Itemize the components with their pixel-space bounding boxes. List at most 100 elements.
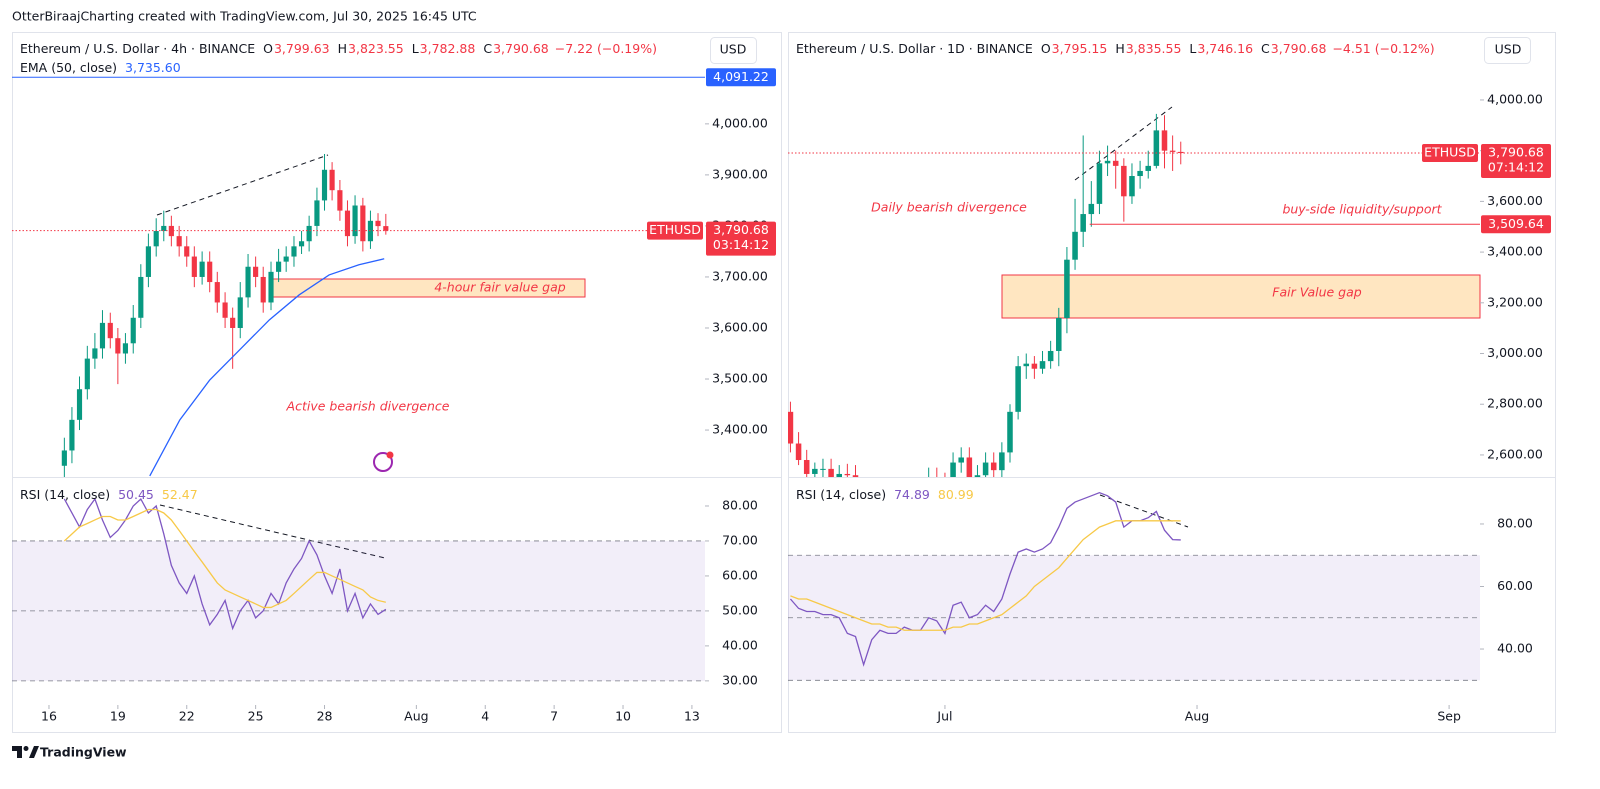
ohlc-value: 3,790.68 [1271,41,1327,56]
candle-body [1064,259,1070,319]
candle-body [306,225,312,242]
annotation: buy-side liquidity/support [1282,202,1442,217]
ohlc-key: L [1189,41,1196,56]
candle-body [230,317,236,328]
candle-body [375,220,381,227]
ohlc-key: O [1041,41,1051,56]
candle-body [314,200,320,226]
candle-body [268,271,274,303]
candle-body [214,282,220,303]
candle-body [950,462,956,477]
candle-body [1039,361,1046,369]
candle-body [283,256,289,262]
ohlc-key: L [412,41,419,56]
candle-body [107,322,113,339]
candle-body [184,246,190,257]
candle-body [337,190,343,211]
candle-body [803,460,810,474]
y-tick-label: 40.00 [722,637,758,652]
candle-body [795,443,802,461]
price-pane: Ethereum / U.S. Dollar · 1D · BINANCE O3,… [788,41,1551,724]
ohlc-key: H [338,41,347,56]
plot-area [788,113,1184,477]
candle-body [999,452,1005,471]
symbol-tag-label: ETHUSD [649,222,701,237]
rsi-plot [789,491,1181,667]
countdown: 07:14:12 [1488,160,1544,175]
annotation: Fair Value gap [1272,285,1362,300]
candle-body [130,317,136,344]
price-tag [1481,215,1551,234]
icon-dot [386,451,394,459]
price-tag-label: 3,509.64 [1488,216,1544,231]
candle-body [852,475,859,477]
candle-body [1056,318,1062,351]
rsi-value: 52.47 [162,487,198,502]
currency-button[interactable] [1484,37,1531,64]
ema-line [149,258,385,477]
candle-body [1007,411,1013,453]
candle-body [329,169,335,191]
header: OtterBiraajCharting created with Trading… [12,9,477,24]
ohlc-value: 3,795.15 [1052,41,1108,56]
y-tick-label: 50.00 [722,602,758,617]
candle-body [820,468,826,470]
ohlc-key: H [1115,41,1124,56]
candle-body [1112,160,1119,166]
candle-body [1023,363,1030,367]
rsi-name: RSI (14, close) [20,487,110,502]
x-tick-label: 25 [248,709,264,724]
candle-body [352,205,358,237]
rsi-value: 80.99 [938,487,974,502]
candle-body [207,261,213,283]
x-tick-label: 4 [481,709,489,724]
y-tick-label: 2,600.00 [1487,446,1543,461]
candle-body [1072,231,1078,260]
candle-body [298,241,305,247]
y-tick-label: 4,000.00 [712,115,768,130]
legend: Ethereum / U.S. Dollar · 1D · BINANCE O3,… [796,41,1435,56]
candle-body [69,419,75,451]
price-tag [1481,144,1551,179]
y-tick-label: 3,900.00 [712,166,768,181]
logo-mark [12,746,22,758]
symbol-tag [1422,144,1478,163]
divergence-line [1074,106,1173,181]
candle-body [1169,150,1176,152]
candle-body [138,276,144,318]
candle-body [1096,163,1103,204]
candle-body [253,266,259,277]
candle-body [321,169,328,201]
rsi-plot [63,497,387,631]
price-pane: Ethereum / U.S. Dollar · 4h · BINANCE O3,… [12,41,776,724]
candle-body [168,225,174,237]
candle-body [161,225,167,232]
candle-body [982,462,989,476]
y-tick-label: 80.00 [722,497,758,512]
x-tick-label: 19 [110,709,126,724]
rsi-value: 50.45 [118,487,154,502]
x-tick-label: 10 [615,709,631,724]
candle-body [191,256,197,277]
ohlc-key: C [1261,41,1270,56]
symbol-tag-label: ETHUSD [1424,145,1476,160]
pane-frame [788,32,1556,733]
candle-body [828,468,834,477]
candle-body [92,348,98,359]
tradingview-logo [12,746,39,758]
candle-body [1031,363,1038,369]
footer-brand: TradingView [40,745,127,760]
annotation: Active bearish divergence [286,399,450,414]
overlay-value: 3,735.60 [125,60,181,75]
change: −7.22 (−0.19%) [555,41,657,56]
divergence-line [156,154,329,216]
candle-body [1177,151,1184,154]
candle-body [260,276,266,303]
assistant-icon[interactable] [373,451,394,472]
candle-body [1137,170,1143,177]
legend: Ethereum / U.S. Dollar · 4h · BINANCE O3,… [20,41,657,56]
title: Ethereum / U.S. Dollar · 4h · BINANCE [20,41,255,56]
currency-button[interactable] [710,37,757,64]
candle-body [788,411,794,444]
